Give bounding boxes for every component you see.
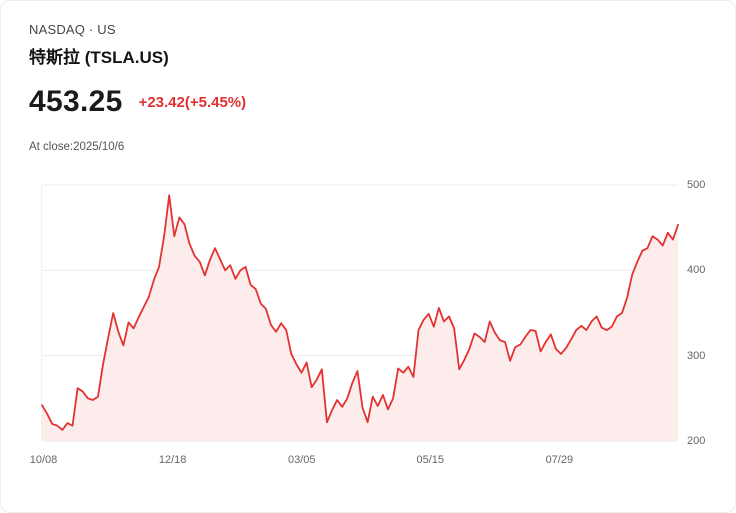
price-change: +23.42(+5.45%) [138,93,247,111]
last-price: 453.25 [29,85,123,118]
price-chart[interactable]: 500 400 300 200 10/08 12/18 03/05 05/15 07/29 [30,179,735,485]
x-axis-label: 10/08 [29,454,58,466]
stock-title: 特斯拉 (TSLA.US) [29,48,169,67]
price-line-svg [41,184,679,442]
price-area-fill [42,195,678,441]
x-axis-label: 03/05 [287,454,316,466]
chart-plot-area[interactable] [41,184,679,442]
y-axis-label: 300 [687,349,706,362]
x-axis-label: 12/18 [158,454,187,466]
y-axis-label: 400 [687,264,706,277]
x-axis-label: 07/29 [545,454,574,466]
exchange-label: NASDAQ · US [29,22,116,37]
close-time-label: At close:2025/10/6 [29,141,125,153]
price-row: 453.25 +23.42(+5.45%) [29,85,246,119]
y-axis-label: 500 [687,179,706,191]
y-axis-label: 200 [687,435,706,447]
x-axis-label: 05/15 [416,454,444,466]
price-line [41,194,679,431]
